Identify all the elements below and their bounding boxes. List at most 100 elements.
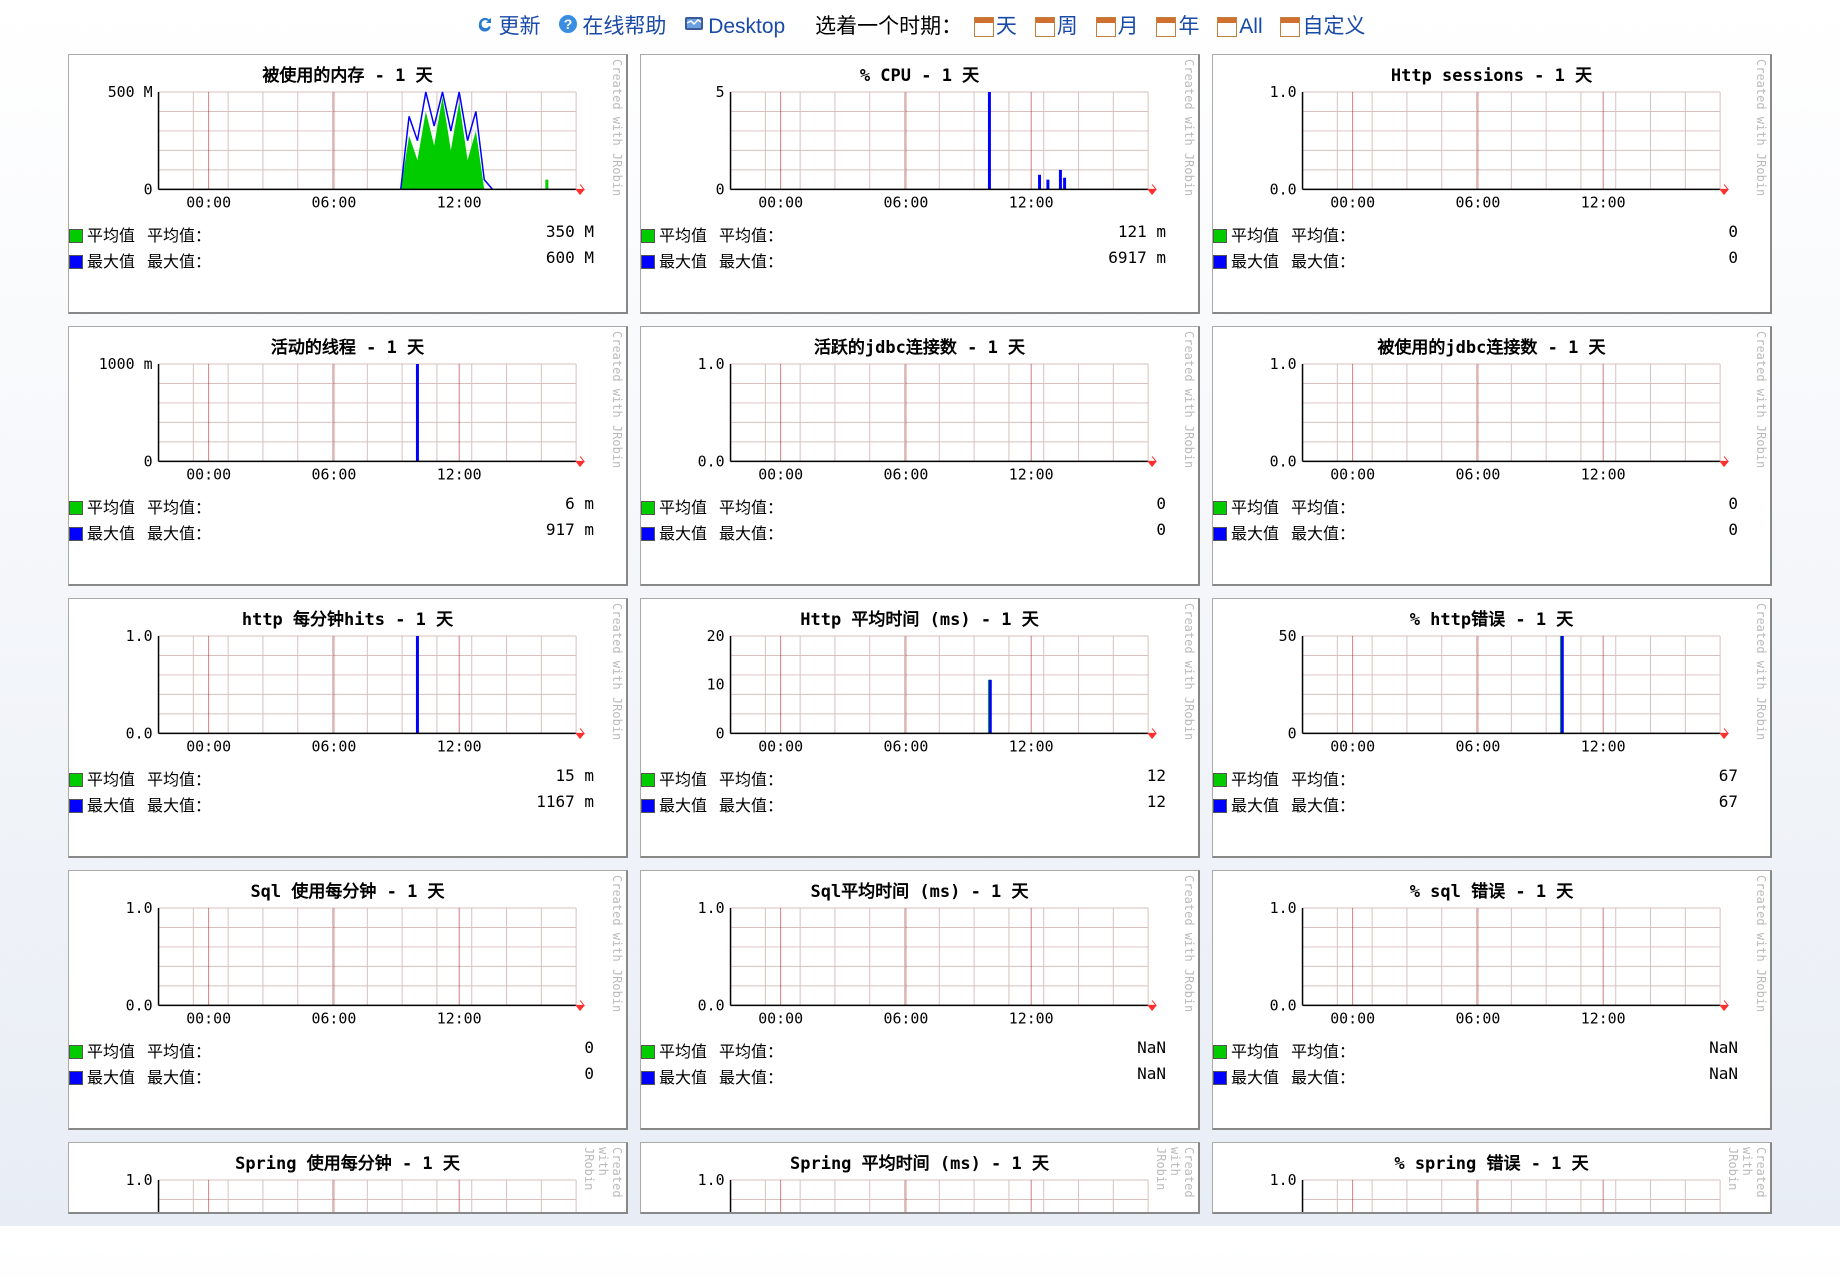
svg-text:12:00: 12:00: [1581, 194, 1626, 212]
svg-text:12:00: 12:00: [1009, 738, 1054, 756]
chart-card[interactable]: Created with JRobinSpring 使用每分钟 - 1 天0.0…: [68, 1142, 628, 1214]
period-year[interactable]: 年: [1156, 15, 1199, 38]
period-all[interactable]: All: [1217, 15, 1262, 38]
svg-text:50: 50: [1279, 630, 1297, 645]
legend-max-swatch: 最大值: [641, 1064, 707, 1088]
legend-max-value: NaN: [1050, 1064, 1170, 1088]
legend-max-swatch: 最大值: [1213, 1064, 1279, 1088]
legend-max-swatch: 最大值: [69, 792, 135, 816]
legend-avg-swatch: 平均值: [641, 494, 707, 518]
chart-svg: 0.01.000:0006:0012:00: [1223, 1174, 1740, 1214]
svg-text:0.0: 0.0: [1270, 997, 1297, 1015]
chart-area: 0.01.000:0006:0012:00: [1223, 902, 1740, 1032]
chart-grid: Created with JRobin被使用的内存 - 1 天0500 M00:…: [0, 54, 1840, 1226]
legend-avg-value: 0: [1622, 222, 1742, 246]
chart-svg: 0.01.000:0006:0012:00: [651, 358, 1168, 487]
legend: 平均值平均值：0最大值最大值：0: [1213, 488, 1770, 544]
watermark: Created with JRobin: [1182, 875, 1196, 1012]
chart-card[interactable]: Created with JRobin% sql 错误 - 1 天0.01.00…: [1212, 870, 1772, 1130]
svg-text:20: 20: [707, 630, 725, 645]
chart-area: 0.01.000:0006:0012:00: [79, 902, 596, 1032]
help-label: 在线帮助: [582, 15, 666, 38]
chart-card[interactable]: Created with JRobinHttp 平均时间 (ms) - 1 天0…: [640, 598, 1200, 858]
chart-title: 活动的线程 - 1 天: [69, 327, 626, 358]
legend-max-label: 最大值：: [147, 1064, 211, 1088]
period-custom[interactable]: 自定义: [1280, 15, 1365, 38]
chart-card[interactable]: Created with JRobin% spring 错误 - 1 天0.01…: [1212, 1142, 1772, 1214]
watermark: Created with JRobin: [1182, 59, 1196, 196]
chart-area: 0.01.000:0006:0012:00: [79, 630, 596, 760]
legend-avg-swatch: 平均值: [69, 222, 135, 246]
chart-card[interactable]: Created with JRobinSql 使用每分钟 - 1 天0.01.0…: [68, 870, 628, 1130]
legend-avg-swatch: 平均值: [69, 766, 135, 790]
chart-card[interactable]: Created with JRobinHttp sessions - 1 天0.…: [1212, 54, 1772, 314]
chart-title: Sql平均时间 (ms) - 1 天: [641, 871, 1198, 902]
chart-title: Sql 使用每分钟 - 1 天: [69, 871, 626, 902]
legend-avg-label: 平均值：: [719, 1038, 783, 1062]
svg-text:0: 0: [716, 181, 725, 199]
chart-card[interactable]: Created with JRobinhttp 每分钟hits - 1 天0.0…: [68, 598, 628, 858]
legend-avg-label: 平均值：: [1291, 222, 1355, 246]
chart-svg: 0500 M00:0006:0012:00: [79, 86, 596, 215]
legend-max-value: 0: [1050, 520, 1170, 544]
desktop-link[interactable]: Desktop: [684, 15, 791, 38]
legend-avg-label: 平均值：: [1291, 766, 1355, 790]
chart-title: http 每分钟hits - 1 天: [69, 599, 626, 630]
svg-text:12:00: 12:00: [437, 194, 482, 212]
chart-svg: 0.01.000:0006:0012:00: [651, 1174, 1168, 1214]
svg-text:0: 0: [144, 181, 153, 199]
chart-card[interactable]: Created with JRobin% CPU - 1 天0500:0006:…: [640, 54, 1200, 314]
legend-avg-value: 350 M: [478, 222, 598, 246]
period-label: 选着一个时期：: [815, 15, 962, 38]
svg-text:06:00: 06:00: [883, 1010, 928, 1028]
legend-avg-label: 平均值：: [147, 766, 211, 790]
chart-svg: 0.01.000:0006:0012:00: [79, 902, 596, 1031]
chart-title: Spring 平均时间 (ms) - 1 天: [641, 1143, 1198, 1174]
legend-avg-value: 12: [1050, 766, 1170, 790]
chart-card[interactable]: Created with JRobin活跃的jdbc连接数 - 1 天0.01.…: [640, 326, 1200, 586]
chart-svg: 01000 m00:0006:0012:00: [79, 358, 596, 487]
legend-avg-value: 0: [1050, 494, 1170, 518]
legend-avg-label: 平均值：: [719, 494, 783, 518]
refresh-link[interactable]: 更新: [475, 15, 547, 38]
period-week[interactable]: 周: [1035, 15, 1078, 38]
chart-card[interactable]: Created with JRobin活动的线程 - 1 天01000 m00:…: [68, 326, 628, 586]
chart-card[interactable]: Created with JRobinSql平均时间 (ms) - 1 天0.0…: [640, 870, 1200, 1130]
chart-title: Http sessions - 1 天: [1213, 55, 1770, 86]
svg-text:1.0: 1.0: [1270, 1174, 1297, 1189]
chart-svg: 0.01.000:0006:0012:00: [1223, 902, 1740, 1031]
svg-text:1.0: 1.0: [126, 902, 153, 917]
legend-max-value: 0: [1622, 520, 1742, 544]
svg-text:00:00: 00:00: [758, 1010, 803, 1028]
legend: 平均值平均值：0最大值最大值：0: [1213, 216, 1770, 272]
legend-max-label: 最大值：: [1291, 520, 1355, 544]
svg-text:06:00: 06:00: [311, 466, 356, 484]
chart-area: 0.01.000:0006:0012:00: [651, 1174, 1168, 1214]
period-month[interactable]: 月: [1096, 15, 1139, 38]
chart-area: 0102000:0006:0012:00: [651, 630, 1168, 760]
calendar-day-icon: [974, 17, 994, 37]
chart-title: 活跃的jdbc连接数 - 1 天: [641, 327, 1198, 358]
legend-max-swatch: 最大值: [1213, 520, 1279, 544]
calendar-year-icon: [1156, 17, 1176, 37]
chart-card[interactable]: Created with JRobin被使用的jdbc连接数 - 1 天0.01…: [1212, 326, 1772, 586]
svg-text:06:00: 06:00: [883, 466, 928, 484]
help-link[interactable]: ? 在线帮助: [558, 15, 672, 38]
legend-max-value: 600 M: [478, 248, 598, 272]
chart-card[interactable]: Created with JRobin被使用的内存 - 1 天0500 M00:…: [68, 54, 628, 314]
legend: 平均值平均值：15 m最大值最大值：1167 m: [69, 760, 626, 816]
legend-avg-value: 15 m: [478, 766, 598, 790]
period-day[interactable]: 天: [974, 15, 1017, 38]
svg-text:?: ?: [564, 16, 573, 32]
svg-text:500 M: 500 M: [108, 86, 153, 101]
svg-text:12:00: 12:00: [1009, 1010, 1054, 1028]
chart-area: 0500 M00:0006:0012:00: [79, 86, 596, 216]
svg-text:06:00: 06:00: [1455, 738, 1500, 756]
legend-avg-swatch: 平均值: [69, 494, 135, 518]
chart-card[interactable]: Created with JRobin% http错误 - 1 天05000:0…: [1212, 598, 1772, 858]
svg-text:5: 5: [716, 86, 725, 101]
chart-card[interactable]: Created with JRobinSpring 平均时间 (ms) - 1 …: [640, 1142, 1200, 1214]
calendar-month-icon: [1096, 17, 1116, 37]
svg-text:1000 m: 1000 m: [99, 358, 153, 373]
legend-avg-value: 6 m: [478, 494, 598, 518]
